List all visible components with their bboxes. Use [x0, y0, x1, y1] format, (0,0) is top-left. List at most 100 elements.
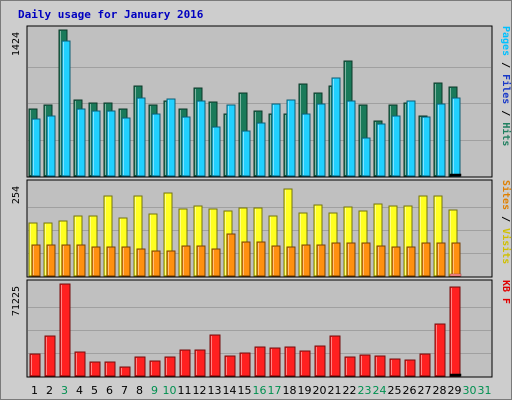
legend-part: Visits — [500, 228, 512, 264]
bar-visits-s2-day-13 — [211, 248, 221, 277]
day-label-1: 1 — [31, 384, 38, 397]
legend-part: Pages — [500, 26, 511, 56]
bar-hits-s2-day-7 — [121, 117, 131, 177]
bar-kbytes-s1-day-21 — [329, 335, 341, 377]
day-label-22: 22 — [343, 384, 357, 397]
bar-kbytes-s1-day-14 — [224, 355, 236, 377]
bar-kbytes-s1-day-20 — [314, 345, 326, 377]
bar-kbytes-s1-day-28 — [434, 323, 446, 377]
bar-hits-s2-day-17 — [271, 103, 281, 177]
bar-hits-s2-day-4 — [76, 108, 86, 177]
day-label-6: 6 — [106, 384, 113, 397]
bar-hits-s2-day-13 — [211, 126, 221, 177]
day-label-27: 27 — [418, 384, 432, 397]
bar-hits-s2-day-19 — [301, 113, 311, 177]
bar-hits-s2-day-1 — [31, 118, 41, 177]
day-label-23: 23 — [358, 384, 372, 397]
bar-kbytes-s1-day-18 — [284, 346, 296, 377]
bar-visits-s2-day-26 — [406, 246, 416, 277]
current-day-marker — [449, 173, 462, 177]
bar-kbytes-s1-day-16 — [254, 346, 266, 377]
legend-part: / — [500, 56, 511, 74]
bar-visits-s2-day-25 — [391, 246, 401, 277]
day-label-18: 18 — [283, 384, 297, 397]
day-label-26: 26 — [403, 384, 417, 397]
bar-visits-s2-day-11 — [181, 245, 191, 277]
bar-visits-s2-day-10 — [166, 250, 176, 277]
bar-visits-s2-day-3 — [61, 244, 71, 277]
day-label-29: 29 — [448, 384, 462, 397]
bar-visits-s2-day-21 — [331, 242, 341, 277]
bar-hits-s2-day-12 — [196, 100, 206, 177]
day-label-2: 2 — [46, 384, 53, 397]
bar-kbytes-s1-day-19 — [299, 350, 311, 377]
day-label-9: 9 — [151, 384, 158, 397]
bar-kbytes-s1-day-25 — [389, 358, 401, 377]
legend-part: / — [500, 210, 511, 228]
bar-visits-s2-day-28 — [436, 242, 446, 277]
bar-kbytes-s1-day-23 — [359, 354, 371, 377]
day-label-30: 30 — [463, 384, 477, 397]
day-label-10: 10 — [163, 384, 177, 397]
bar-kbytes-s1-day-17 — [269, 347, 281, 377]
day-label-7: 7 — [121, 384, 128, 397]
bar-visits-s2-day-18 — [286, 246, 296, 277]
day-label-28: 28 — [433, 384, 447, 397]
bar-visits-s2-day-7 — [121, 246, 131, 277]
bar-visits-s2-day-23 — [361, 242, 371, 277]
bar-visits-s2-day-2 — [46, 244, 56, 277]
y-max-label: 254 — [11, 186, 22, 204]
bar-visits-s2-day-27 — [421, 242, 431, 277]
bar-kbytes-s1-day-13 — [209, 334, 221, 377]
y-max-label: 1424 — [11, 32, 22, 56]
bar-kbytes-s1-day-3 — [59, 283, 71, 377]
day-axis: 1 2 3 4 5 6 7 8 9 10 11 12 13 14 15 16 17 18 19 20 21 22 23 24 2… — [31, 384, 492, 397]
day-label-16: 16 — [253, 384, 267, 397]
bar-hits-s2-day-6 — [106, 110, 116, 177]
bars — [29, 283, 462, 377]
bar-kbytes-s1-day-9 — [149, 360, 161, 377]
day-label-14: 14 — [223, 384, 237, 397]
panels-layer: 1424 Pages / Files / Hits 254 Sites / Visit… — [11, 25, 512, 378]
bar-hits-s2-day-2 — [46, 115, 56, 177]
day-label-21: 21 — [328, 384, 342, 397]
day-label-31: 31 — [478, 384, 492, 397]
bar-visits-s2-day-8 — [136, 248, 146, 277]
legend-part: / — [500, 104, 511, 122]
bar-visits-s2-day-15 — [241, 241, 251, 277]
bars — [28, 188, 462, 277]
bar-visits-s2-day-24 — [376, 245, 386, 277]
panel-hits: 1424 Pages / Files / Hits — [11, 25, 512, 178]
bar-kbytes-s1-day-12 — [194, 349, 206, 377]
bars — [28, 29, 462, 177]
bar-hits-s2-day-14 — [226, 104, 236, 177]
bar-visits-s2-day-6 — [106, 246, 116, 277]
legend-part: KB F — [500, 280, 511, 304]
bar-hits-s2-day-10 — [166, 98, 176, 177]
bar-hits-s2-day-3 — [61, 40, 71, 177]
day-label-15: 15 — [238, 384, 252, 397]
bar-kbytes-s1-day-8 — [134, 356, 146, 377]
day-label-11: 11 — [178, 384, 192, 397]
day-label-3: 3 — [61, 384, 68, 397]
day-label-12: 12 — [193, 384, 207, 397]
bar-visits-s2-day-9 — [151, 250, 161, 277]
panel-visits: 254 Sites / Visits — [11, 179, 512, 278]
bar-kbytes-s1-day-26 — [404, 359, 416, 377]
bar-visits-s2-day-16 — [256, 241, 266, 277]
bar-hits-s2-day-25 — [391, 115, 401, 177]
day-label-13: 13 — [208, 384, 222, 397]
bar-kbytes-s1-day-11 — [179, 349, 191, 377]
bar-visits-s2-day-22 — [346, 242, 356, 277]
day-label-25: 25 — [388, 384, 402, 397]
bar-kbytes-s1-day-15 — [239, 352, 251, 377]
bar-hits-s2-day-9 — [151, 113, 161, 177]
day-label-20: 20 — [313, 384, 327, 397]
series-legend: Sites / Visits — [500, 180, 512, 264]
bar-hits-s2-day-16 — [256, 122, 266, 177]
bar-kbytes-s1-day-5 — [89, 361, 101, 377]
day-label-24: 24 — [373, 384, 387, 397]
bar-hits-s2-day-24 — [376, 123, 386, 177]
bar-hits-s2-day-23 — [361, 137, 371, 177]
